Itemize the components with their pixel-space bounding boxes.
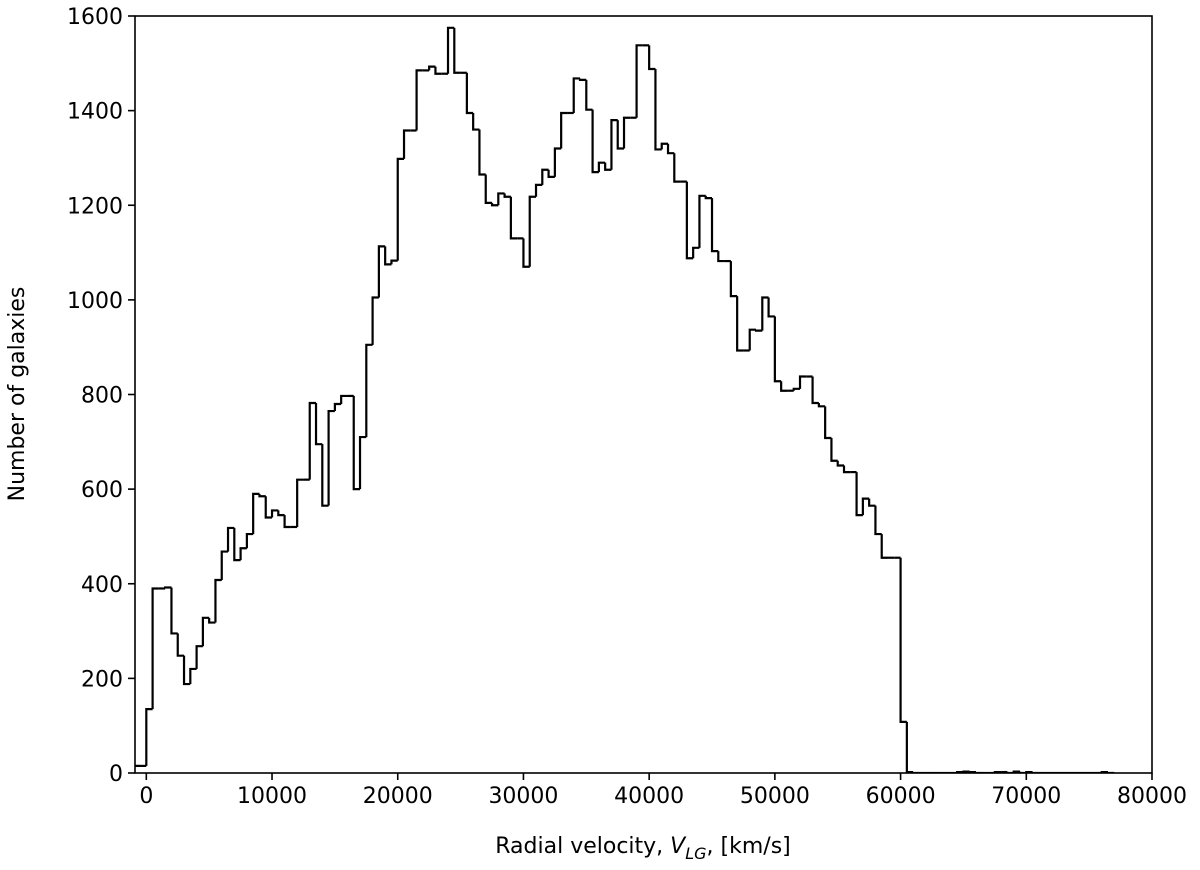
x-tick-label: 10000 bbox=[237, 784, 307, 809]
plot-area bbox=[134, 28, 1115, 773]
histogram-bin bbox=[655, 69, 661, 149]
histogram-bin bbox=[335, 404, 341, 411]
histogram-bin bbox=[259, 494, 265, 496]
histogram-bin bbox=[454, 28, 460, 73]
histogram-bin bbox=[580, 78, 586, 79]
histogram-bin bbox=[398, 159, 404, 261]
histogram-bin bbox=[875, 506, 881, 534]
histogram-bin bbox=[278, 510, 284, 515]
y-tick-label: 600 bbox=[81, 478, 123, 503]
histogram-bin bbox=[329, 411, 335, 506]
histogram-bin bbox=[373, 298, 379, 345]
x-tick-label: 20000 bbox=[363, 784, 433, 809]
histogram-bin bbox=[574, 78, 580, 113]
histogram-bin bbox=[819, 403, 825, 406]
histogram-bin bbox=[561, 113, 567, 148]
histogram-bin bbox=[285, 515, 291, 527]
histogram-bin bbox=[316, 403, 322, 444]
y-tick-label: 200 bbox=[81, 667, 123, 692]
histogram-bin bbox=[222, 552, 228, 580]
histogram-bin bbox=[391, 261, 397, 265]
x-tick-label: 30000 bbox=[488, 784, 558, 809]
histogram-bin bbox=[624, 118, 630, 149]
histogram-bin bbox=[718, 251, 724, 261]
histogram-bin bbox=[706, 196, 712, 198]
histogram-bin bbox=[907, 722, 913, 772]
histogram-bin bbox=[479, 130, 485, 175]
histogram-bin bbox=[486, 174, 492, 202]
histogram-bin bbox=[153, 588, 159, 709]
histogram-bin bbox=[417, 70, 423, 130]
histogram-bin bbox=[190, 669, 196, 684]
histogram-bin bbox=[901, 558, 907, 722]
y-tick-label: 800 bbox=[81, 384, 123, 409]
histogram-bin bbox=[800, 377, 806, 389]
histogram-bin bbox=[731, 261, 737, 296]
histogram-bin bbox=[215, 580, 221, 623]
x-tick-label: 40000 bbox=[614, 784, 684, 809]
axes-frame bbox=[135, 16, 1152, 773]
histogram-bin bbox=[341, 396, 347, 404]
histogram-bin bbox=[838, 461, 844, 466]
histogram-bin bbox=[781, 381, 787, 390]
histogram-bin bbox=[530, 197, 536, 267]
histogram-bin bbox=[555, 148, 561, 176]
x-tick-label: 60000 bbox=[866, 784, 936, 809]
histogram-bin bbox=[505, 193, 511, 196]
y-tick-label: 1200 bbox=[67, 194, 123, 219]
histogram-bin bbox=[197, 646, 203, 669]
histogram-bin bbox=[241, 548, 247, 560]
histogram-bin bbox=[247, 534, 253, 548]
y-tick-label: 1000 bbox=[67, 289, 123, 314]
histogram-bin bbox=[360, 437, 366, 489]
x-tick-label: 0 bbox=[139, 784, 153, 809]
x-tick-label: 80000 bbox=[1117, 784, 1187, 809]
histogram-bin bbox=[637, 45, 643, 117]
histogram-bin bbox=[794, 389, 800, 391]
histogram-bin bbox=[404, 130, 410, 158]
histogram-bin bbox=[297, 480, 303, 527]
histogram-bin bbox=[693, 248, 699, 258]
y-tick-label: 1400 bbox=[67, 100, 123, 125]
histogram-bin bbox=[178, 633, 184, 655]
histogram-bin bbox=[844, 465, 850, 472]
histogram-bin bbox=[831, 438, 837, 461]
histogram-bin bbox=[435, 67, 441, 74]
histogram-bin bbox=[825, 406, 831, 438]
histogram-bin bbox=[869, 499, 875, 506]
y-tick-label: 0 bbox=[109, 762, 123, 787]
histogram-bin bbox=[511, 197, 517, 239]
x-axis-label: Radial velocity, VLG, [km/s] bbox=[495, 834, 791, 863]
histogram-bin bbox=[668, 144, 674, 153]
histogram-bin bbox=[467, 73, 473, 113]
histogram-bin bbox=[813, 377, 819, 403]
y-tick-label: 1600 bbox=[67, 5, 123, 30]
histogram-bin bbox=[171, 588, 177, 634]
histogram-bin bbox=[536, 185, 542, 197]
y-tick-label: 400 bbox=[81, 573, 123, 598]
x-label-sub: LG bbox=[685, 844, 706, 863]
histogram-bin bbox=[699, 196, 705, 248]
x-tick-label: 50000 bbox=[740, 784, 810, 809]
histogram-bin bbox=[586, 80, 592, 110]
histogram-bin bbox=[473, 113, 479, 130]
x-label-part: Radial velocity, bbox=[495, 834, 670, 859]
histogram-bin bbox=[882, 534, 888, 558]
histogram-bin bbox=[146, 709, 152, 766]
histogram-bin bbox=[366, 345, 372, 437]
y-axis-label: Number of galaxies bbox=[5, 287, 30, 502]
x-tick-label: 70000 bbox=[991, 784, 1061, 809]
histogram-bin bbox=[253, 494, 259, 534]
x-label-part: , [km/s] bbox=[707, 834, 791, 859]
histogram-bin bbox=[649, 45, 655, 69]
histogram-bin bbox=[775, 316, 781, 381]
histogram-bin bbox=[750, 330, 756, 351]
histogram-bin bbox=[769, 298, 775, 317]
histogram-bin bbox=[674, 153, 680, 181]
histogram-bin bbox=[712, 198, 718, 251]
histogram-bin bbox=[737, 296, 743, 350]
